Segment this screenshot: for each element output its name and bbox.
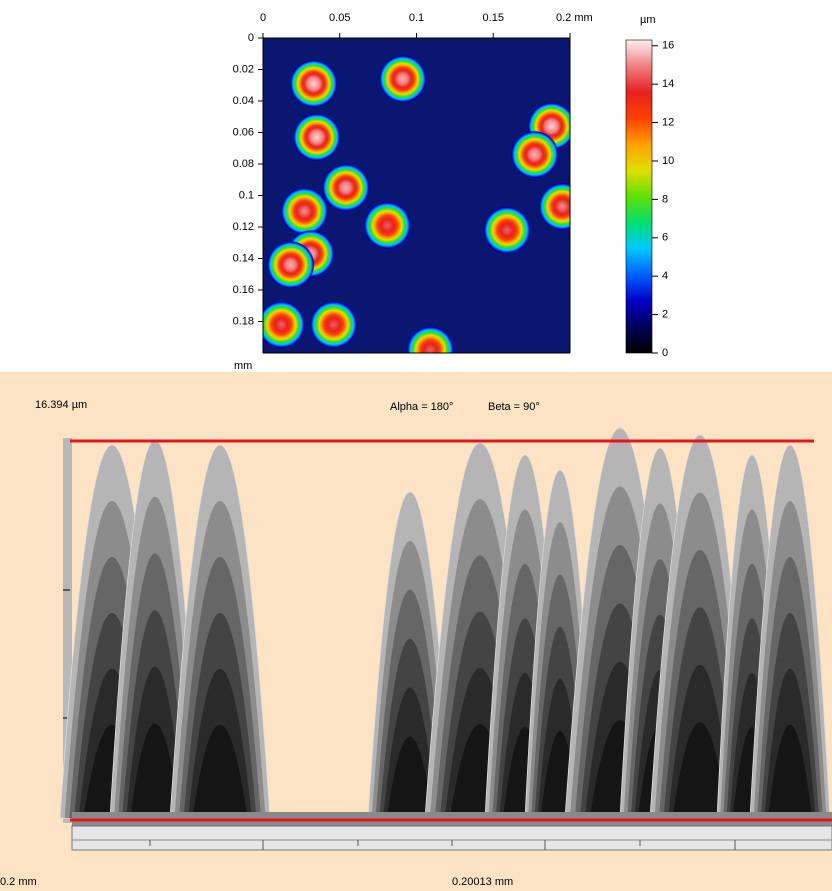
bump — [509, 129, 560, 180]
y-tick-label: 0.18 — [233, 315, 254, 327]
colorbar-tick-label: 14 — [662, 78, 674, 90]
x-mid-label: 0.20013 mm — [452, 876, 513, 888]
profile-arch — [130, 723, 180, 818]
bump — [362, 200, 413, 251]
profile-arch — [192, 724, 248, 818]
bump — [279, 186, 330, 237]
y-tick-label: 0 — [248, 32, 254, 44]
bump — [288, 58, 339, 109]
colorbar-tick-label: 2 — [662, 309, 668, 321]
colorbar-tick-label: 4 — [662, 270, 668, 282]
colorbar-tick-label: 6 — [662, 232, 668, 244]
alpha-label: Alpha = 180° — [390, 401, 453, 413]
y-tick-label: 0.1 — [239, 189, 254, 201]
profile-surface — [59, 427, 831, 819]
y-tick-label: 0.16 — [233, 284, 254, 296]
y-tick-label: 0.12 — [233, 221, 254, 233]
colorbar-tick-label: 0 — [662, 347, 668, 359]
colorbar — [625, 39, 653, 354]
y-tick-label: 0.08 — [233, 158, 254, 170]
colorbar-unit: µm — [640, 14, 656, 26]
bump — [291, 112, 342, 163]
y-tick-label: 0.02 — [233, 63, 254, 75]
bump — [377, 53, 428, 104]
profile-arch — [672, 722, 728, 818]
x-tick-label: 0.15 — [483, 12, 504, 24]
y-tick-label: 0.14 — [233, 252, 254, 264]
bump — [265, 239, 316, 290]
x-tick-label: 0 — [260, 12, 266, 24]
y-unit: mm — [234, 360, 252, 372]
bump — [263, 299, 307, 350]
profile-arch — [386, 736, 434, 818]
beta-label: Beta = 90° — [488, 401, 540, 413]
z-axis-bar — [63, 438, 72, 823]
bump — [537, 181, 570, 232]
colorbar-tick-label: 12 — [662, 116, 674, 128]
bump — [308, 299, 359, 350]
y-tick-label: 0.04 — [233, 95, 254, 107]
x-axis-bar — [71, 825, 832, 851]
bump-layer — [263, 53, 570, 353]
profile-arch — [768, 724, 812, 818]
y-tick-label: 0.06 — [233, 126, 254, 138]
max-label: 16.394 µm — [35, 399, 87, 411]
x-tick-label: 0.1 — [409, 12, 424, 24]
colorbar-tick-label: 10 — [662, 155, 674, 167]
bump — [405, 324, 456, 353]
colorbar-tick-label: 16 — [662, 40, 674, 52]
colorbar-tick-label: 8 — [662, 193, 668, 205]
bump — [482, 205, 533, 256]
x-tick-label: 0.2 mm — [556, 12, 593, 24]
x-start-label: 0.2 mm — [0, 876, 37, 888]
x-tick-label: 0.05 — [329, 12, 350, 24]
x-axis-ticks — [149, 840, 736, 850]
bump — [320, 162, 371, 213]
